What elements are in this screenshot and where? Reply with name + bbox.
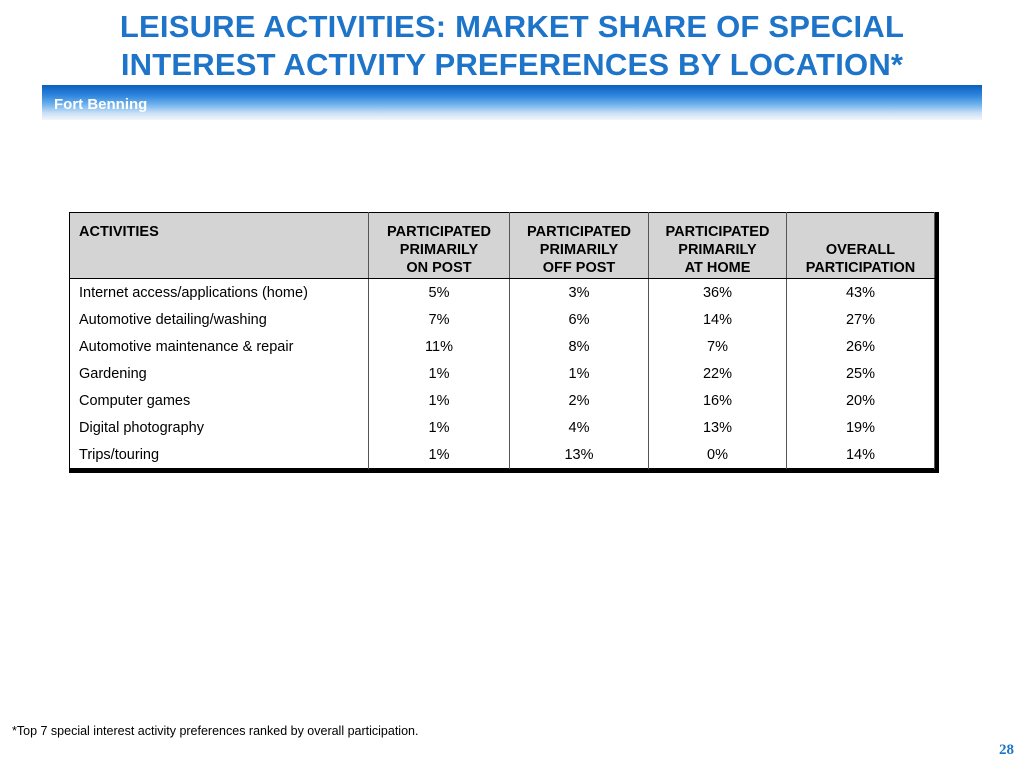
column-header-line: ON POST	[406, 260, 472, 276]
table-row: Computer games 1% 2% 16% 20%	[69, 387, 935, 414]
column-header-line: PRIMARILY	[678, 242, 757, 258]
table-row: Automotive maintenance & repair 11% 8% 7% 26…	[69, 333, 935, 360]
percent-cell: 43%	[786, 278, 935, 306]
percent-cell: 16%	[648, 387, 787, 414]
percent-cell: 11%	[368, 333, 510, 360]
percent-cell: 1%	[368, 414, 510, 441]
table-row: Internet access/applications (home) 5% 3% 3…	[69, 278, 935, 306]
percent-cell: 14%	[648, 306, 787, 333]
percent-cell: 19%	[786, 414, 935, 441]
activity-cell: Automotive maintenance & repair	[69, 333, 369, 360]
percent-cell: 7%	[368, 306, 510, 333]
table-header: ACTIVITIES PARTICIPATED PRIMARILY ON POST PA…	[69, 212, 935, 279]
column-header: OVERALL PARTICIPATION	[786, 212, 935, 279]
activity-cell: Automotive detailing/washing	[69, 306, 369, 333]
column-header-line: ACTIVITIES	[79, 224, 159, 240]
percent-cell: 25%	[786, 360, 935, 387]
table-row: Automotive detailing/washing 7% 6% 14% 27%	[69, 306, 935, 333]
column-header: PARTICIPATED PRIMARILY OFF POST	[509, 212, 649, 279]
table-row: Digital photography 1% 4% 13% 19%	[69, 414, 935, 441]
activity-cell: Gardening	[69, 360, 369, 387]
header-row: ACTIVITIES PARTICIPATED PRIMARILY ON POST PA…	[69, 212, 935, 279]
column-header-line: OFF POST	[542, 260, 616, 276]
column-header-line: PARTICIPATED	[665, 224, 770, 240]
percent-cell: 1%	[368, 441, 510, 469]
percent-cell: 6%	[509, 306, 649, 333]
column-header: PARTICIPATED PRIMARILY ON POST	[368, 212, 510, 279]
percent-cell: 13%	[648, 414, 787, 441]
percent-cell: 4%	[509, 414, 649, 441]
percent-cell: 8%	[509, 333, 649, 360]
column-header: PARTICIPATED PRIMARILY AT HOME	[648, 212, 787, 279]
percent-cell: 2%	[509, 387, 649, 414]
column-header-line: PARTICIPATION	[805, 260, 916, 276]
percent-cell: 20%	[786, 387, 935, 414]
percent-cell: 27%	[786, 306, 935, 333]
column-header-line: OVERALL	[825, 242, 896, 258]
table-container: ACTIVITIES PARTICIPATED PRIMARILY ON POST PA…	[69, 212, 939, 473]
activity-cell: Computer games	[69, 387, 369, 414]
activities-table: ACTIVITIES PARTICIPATED PRIMARILY ON POST PA…	[69, 212, 935, 469]
column-header-line: PARTICIPATED	[387, 224, 491, 240]
percent-cell: 1%	[368, 360, 510, 387]
percent-cell: 7%	[648, 333, 787, 360]
percent-cell: 5%	[368, 278, 510, 306]
percent-cell: 36%	[648, 278, 787, 306]
percent-cell: 13%	[509, 441, 649, 469]
location-banner: Fort Benning	[42, 85, 982, 120]
column-header: ACTIVITIES	[69, 212, 369, 279]
percent-cell: 26%	[786, 333, 935, 360]
percent-cell: 3%	[509, 278, 649, 306]
column-header-line: PRIMARILY	[539, 242, 619, 258]
activity-cell: Trips/touring	[69, 441, 369, 469]
title-line-2: INTEREST ACTIVITY PREFERENCES BY LOCATIO…	[120, 47, 904, 82]
percent-cell: 0%	[648, 441, 787, 469]
footnote: *Top 7 special interest activity prefere…	[12, 724, 419, 738]
table-row: Gardening 1% 1% 22% 25%	[69, 360, 935, 387]
column-header-line: AT HOME	[684, 260, 751, 276]
activity-cell: Internet access/applications (home)	[69, 278, 369, 306]
table-row: Trips/touring 1% 13% 0% 14%	[69, 441, 935, 469]
page-number: 28	[999, 742, 1014, 758]
percent-cell: 14%	[786, 441, 935, 469]
title-line-1: LEISURE ACTIVITIES: MARKET SHARE OF SPEC…	[119, 9, 905, 44]
activity-cell: Digital photography	[69, 414, 369, 441]
column-header-line: PRIMARILY	[399, 242, 479, 258]
percent-cell: 1%	[509, 360, 649, 387]
column-header-line: PARTICIPATED	[527, 224, 631, 240]
table-body: Internet access/applications (home) 5% 3% 3…	[69, 278, 935, 469]
percent-cell: 1%	[368, 387, 510, 414]
percent-cell: 22%	[648, 360, 787, 387]
page-title: LEISURE ACTIVITIES: MARKET SHARE OF SPEC…	[0, 8, 1024, 84]
banner-label: Fort Benning	[54, 96, 148, 113]
